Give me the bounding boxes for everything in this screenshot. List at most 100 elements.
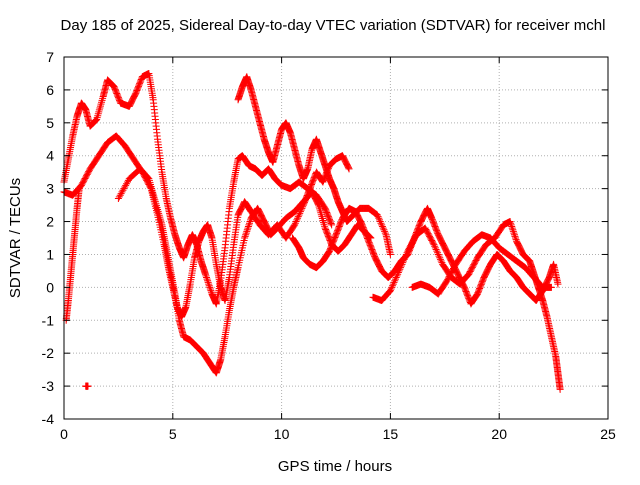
data-point — [320, 220, 328, 228]
x-tick-label: 10 — [274, 426, 290, 442]
data-point — [292, 218, 300, 226]
data-point — [293, 216, 301, 224]
data-point — [118, 188, 126, 196]
series-track-a — [60, 69, 336, 308]
data-point — [96, 104, 104, 112]
data-point — [291, 219, 299, 227]
data-marks — [60, 69, 564, 393]
y-tick-label: 0 — [46, 279, 54, 295]
data-point — [379, 224, 387, 232]
y-tick-label: -4 — [42, 411, 55, 427]
data-point — [378, 222, 386, 230]
data-point — [92, 117, 100, 125]
data-point — [246, 219, 254, 227]
data-point — [386, 250, 394, 258]
data-point — [203, 273, 211, 281]
data-point — [296, 209, 304, 217]
y-tick-label: -2 — [42, 345, 55, 361]
data-point — [377, 219, 385, 227]
y-tick-label: -1 — [42, 312, 55, 328]
data-point — [509, 227, 517, 235]
data-point — [294, 213, 302, 221]
x-tick-label: 5 — [169, 426, 177, 442]
data-point — [241, 234, 249, 242]
data-point — [205, 282, 213, 290]
data-point — [206, 283, 214, 291]
data-point — [380, 226, 388, 234]
series-track-d — [234, 73, 394, 258]
data-point — [115, 193, 123, 201]
data-point — [373, 211, 381, 219]
data-point — [327, 219, 335, 227]
data-point — [375, 214, 383, 222]
data-point — [242, 231, 250, 239]
grid-layer — [64, 57, 608, 419]
data-point — [95, 108, 103, 116]
data-point — [246, 218, 254, 226]
x-tick-label: 20 — [491, 426, 507, 442]
data-point — [123, 180, 131, 188]
data-point — [381, 229, 389, 237]
data-point — [204, 277, 212, 285]
data-point — [317, 209, 325, 217]
data-point — [378, 221, 386, 229]
data-point — [510, 229, 518, 237]
data-point — [381, 227, 389, 235]
data-point — [294, 214, 302, 222]
data-point — [122, 181, 130, 189]
data-point — [123, 178, 131, 186]
data-point — [374, 213, 382, 221]
y-axis-label: SDTVAR / TECUs — [7, 178, 24, 298]
x-tick-label: 25 — [600, 426, 616, 442]
data-point — [328, 221, 336, 229]
chart-title: Day 185 of 2025, Sidereal Day-to-day VTE… — [61, 17, 606, 34]
series-track-f — [369, 218, 564, 393]
data-point — [95, 106, 103, 114]
data-point — [207, 287, 215, 295]
data-point — [243, 227, 251, 235]
data-point — [91, 117, 99, 125]
x-axis-label: GPS time / hours — [278, 458, 392, 475]
data-point — [96, 102, 104, 110]
data-point — [509, 226, 517, 234]
y-tick-label: 4 — [46, 148, 54, 164]
data-point — [511, 232, 519, 240]
data-point — [318, 215, 326, 223]
data-point — [345, 164, 353, 172]
data-point — [508, 224, 516, 232]
data-point — [321, 222, 329, 230]
y-tick-label: 6 — [46, 82, 54, 98]
data-point — [203, 275, 211, 283]
data-point — [201, 270, 209, 278]
y-tick-label: 1 — [46, 246, 54, 262]
data-point — [554, 280, 562, 288]
data-point — [94, 110, 102, 118]
data-point — [114, 195, 122, 203]
data-point — [119, 186, 127, 194]
data-point — [98, 96, 106, 104]
data-point — [202, 272, 210, 280]
data-point — [345, 165, 353, 173]
data-point — [242, 229, 250, 237]
data-point — [314, 200, 322, 208]
data-point — [319, 216, 327, 224]
data-point — [206, 285, 214, 293]
data-point — [120, 185, 128, 193]
y-tick-label: -3 — [42, 378, 55, 394]
data-point — [117, 190, 125, 198]
data-point — [121, 183, 129, 191]
y-tick-label: 2 — [46, 214, 54, 230]
data-point — [319, 218, 327, 226]
data-point — [291, 221, 299, 229]
data-point — [243, 226, 251, 234]
data-point — [510, 231, 518, 239]
data-point — [295, 211, 303, 219]
data-point — [244, 224, 252, 232]
y-tick-label: 7 — [46, 49, 54, 65]
data-point — [98, 98, 106, 106]
y-tick-label: 3 — [46, 181, 54, 197]
data-point — [116, 191, 124, 199]
data-point — [376, 218, 384, 226]
data-point — [97, 100, 105, 108]
